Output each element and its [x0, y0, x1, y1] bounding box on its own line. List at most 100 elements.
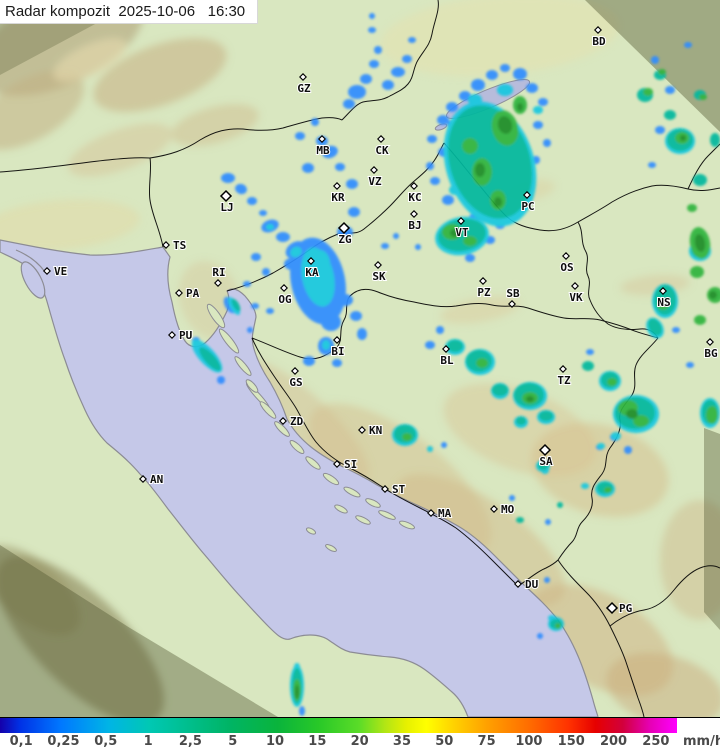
radar-echo	[276, 232, 290, 242]
city-bg: BG	[703, 338, 719, 361]
city-marker-icon	[139, 475, 147, 483]
city-label: PC	[521, 200, 534, 213]
radar-echo	[509, 495, 515, 501]
city-label: GS	[289, 376, 302, 389]
radar-echo	[476, 358, 488, 368]
radar-echo	[686, 362, 694, 368]
radar-echo	[557, 502, 563, 508]
city-marker-icon	[706, 338, 714, 346]
radar-echo	[368, 27, 376, 33]
city-marker-icon	[559, 365, 567, 373]
city-st: ST	[381, 482, 407, 497]
radar-echo	[694, 315, 706, 325]
radar-echo	[516, 517, 524, 523]
radar-echo	[231, 298, 241, 312]
radar-echo	[391, 67, 405, 77]
city-marker-icon	[280, 284, 288, 292]
radar-echo	[500, 64, 510, 72]
city-marker-icon	[219, 189, 233, 203]
city-marker-icon	[514, 580, 522, 588]
city-label: BJ	[408, 219, 421, 232]
radar-echo	[497, 116, 513, 134]
radar-echo	[690, 266, 704, 278]
radar-echo	[693, 174, 707, 186]
radar-echo	[643, 88, 653, 96]
radar-echo	[538, 98, 548, 106]
radar-echo	[350, 311, 362, 321]
radar-echo	[687, 204, 697, 212]
radar-echo	[710, 133, 720, 147]
city-ri: RI	[211, 265, 227, 287]
city-label: NS	[657, 296, 670, 309]
city-ka: KA	[304, 257, 320, 280]
city-label: OS	[560, 261, 573, 274]
legend-value: 20	[350, 734, 369, 749]
legend-value: 0,1	[9, 734, 33, 749]
radar-echo	[217, 376, 225, 384]
city-marker-icon	[479, 277, 487, 285]
legend-value: 2,5	[178, 734, 202, 749]
city-gz: GZ	[296, 73, 312, 96]
city-bi: BI	[330, 336, 346, 359]
radar-echo	[699, 94, 707, 100]
legend-value: 10	[265, 734, 285, 749]
radar-echo	[348, 207, 360, 217]
legend-value: 0,25	[47, 734, 80, 749]
city-sb: SB	[505, 286, 521, 308]
city-label: PZ	[477, 286, 491, 299]
city-label: ZG	[338, 233, 352, 246]
radar-echo	[582, 361, 594, 371]
city-label: VT	[455, 226, 469, 239]
city-kr: KR	[330, 182, 346, 205]
legend-gradient-bar	[0, 718, 677, 733]
radar-echo	[513, 68, 527, 80]
radar-echo	[311, 118, 319, 126]
radar-echo	[446, 102, 458, 112]
city-marker-icon	[175, 289, 183, 297]
city-pz: PZ	[476, 277, 492, 300]
radar-echo	[538, 462, 548, 470]
radar-echo	[313, 250, 331, 274]
legend-value: 100	[515, 734, 543, 749]
radar-echo	[624, 446, 632, 454]
city-kc: KC	[407, 182, 423, 205]
radar-echo	[360, 74, 372, 84]
city-label: CK	[375, 144, 389, 157]
legend-value: 1	[143, 734, 153, 749]
radar-echo	[321, 313, 341, 331]
radar-echo	[655, 126, 665, 134]
city-label: RI	[212, 266, 225, 279]
city-marker-icon	[333, 336, 341, 344]
city-marker-icon	[571, 282, 579, 290]
radar-echo	[497, 84, 513, 96]
radar-echo	[648, 318, 662, 336]
radar-echo	[684, 42, 692, 48]
city-marker-icon	[562, 252, 570, 260]
city-marker-icon	[162, 241, 170, 249]
city-marker-icon	[370, 166, 378, 174]
city-marker-icon	[442, 345, 450, 353]
legend-value: 150	[557, 734, 585, 749]
radar-echo	[251, 303, 259, 309]
radar-echo	[463, 236, 477, 246]
city-label: TZ	[557, 374, 571, 387]
radar-echo	[537, 633, 543, 639]
city-ts: TS	[162, 238, 187, 253]
city-label: BG	[704, 347, 718, 360]
radar-echo	[426, 162, 434, 170]
city-gs: GS	[288, 367, 304, 390]
city-ns: NS	[656, 287, 672, 310]
city-marker-icon	[307, 257, 315, 265]
legend-value: 15	[308, 734, 327, 749]
legend-tick-labels: mm/h 0,1 0,25 0,5 1 2,5 5 10 15 20 35 50 75 100 150 20…	[0, 733, 720, 751]
radar-echo	[251, 253, 261, 261]
radar-echo	[235, 183, 247, 195]
radar-echo	[468, 94, 482, 106]
radar-echo	[462, 138, 478, 154]
city-bj: BJ	[407, 210, 423, 233]
city-label: VZ	[368, 175, 382, 188]
city-mb: MB	[315, 135, 331, 158]
radar-echo	[247, 327, 253, 333]
radar-echo	[680, 135, 686, 141]
radar-echo	[533, 106, 543, 114]
